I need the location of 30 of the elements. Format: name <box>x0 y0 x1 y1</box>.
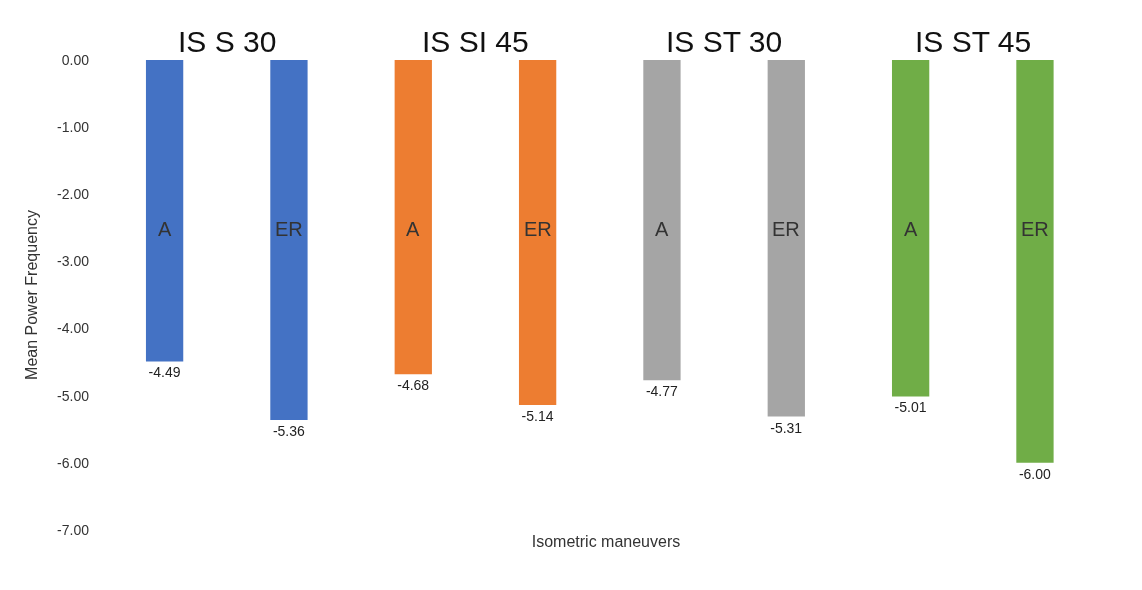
text: IS SI 45 <box>422 25 529 58</box>
x-axis-title: Isometric maneuvers <box>531 532 681 550</box>
data-label: -5.31 <box>770 419 803 436</box>
data-label: -5.14 <box>521 408 554 425</box>
y-tick-label: -6.00 <box>57 454 90 471</box>
x-tick-label: A <box>158 218 172 240</box>
x-tick-label: A <box>406 218 420 240</box>
data-label: -5.01 <box>894 399 927 416</box>
data-label: -4.68 <box>397 377 430 394</box>
x-tick-label: A <box>904 218 918 240</box>
y-tick-label: -5.00 <box>57 387 90 404</box>
data-label: -4.49 <box>148 364 181 381</box>
x-tick-label: ER <box>1021 218 1049 240</box>
x-tick-label: ER <box>275 218 303 240</box>
text: IS S 30 <box>178 25 277 58</box>
text: IS ST 30 <box>666 25 783 58</box>
y-tick-label: -2.00 <box>57 186 90 203</box>
x-tick-label: A <box>655 218 669 240</box>
y-tick-label: -3.00 <box>57 253 90 270</box>
data-label: -6.00 <box>1018 465 1052 482</box>
y-tick-label: -4.00 <box>57 320 90 337</box>
y-tick-label: -1.00 <box>57 119 90 136</box>
y-tick-label: 0.00 <box>61 51 90 68</box>
y-axis-title: Mean Power Frequency <box>22 210 40 380</box>
x-tick-label: ER <box>524 218 552 240</box>
data-label: -5.36 <box>272 422 305 439</box>
x-tick-label: ER <box>772 218 800 240</box>
y-tick-label: -7.00 <box>57 521 90 538</box>
text: IS ST 45 <box>915 25 1032 58</box>
data-label: -4.77 <box>645 383 679 400</box>
